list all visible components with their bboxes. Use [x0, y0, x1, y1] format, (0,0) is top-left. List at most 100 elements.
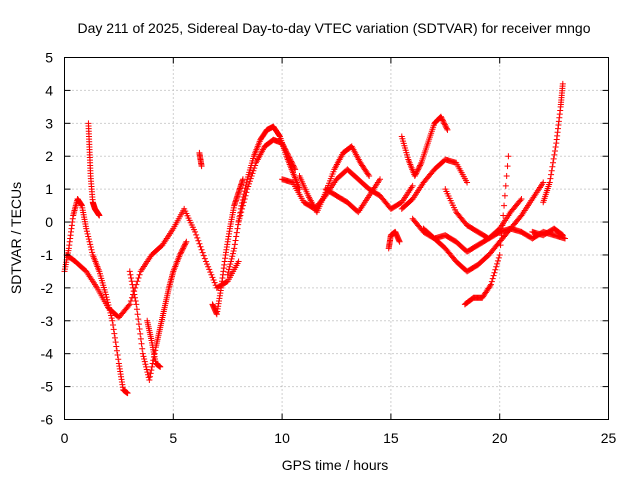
data-point [229, 250, 236, 257]
data-point [126, 301, 133, 308]
data-point [499, 222, 506, 229]
data-point [286, 155, 293, 162]
series-group [144, 317, 164, 370]
data-point [125, 302, 132, 309]
data-point [518, 196, 525, 203]
data-point [200, 252, 207, 259]
data-point [559, 80, 566, 87]
data-point [239, 205, 246, 212]
data-point [561, 235, 568, 242]
data-point [500, 212, 507, 219]
data-point [437, 113, 444, 120]
data-point [439, 117, 446, 124]
data-point [292, 166, 299, 173]
data-point [196, 240, 203, 247]
data-point [180, 245, 187, 252]
data-point [281, 145, 288, 152]
data-point [87, 241, 94, 248]
x-axis-label: GPS time / hours [282, 457, 389, 473]
data-point [252, 162, 259, 169]
data-point [235, 219, 242, 226]
plot-frame [64, 57, 609, 420]
data-point [124, 390, 131, 397]
data-point [559, 232, 566, 239]
series-group [409, 179, 547, 275]
data-point [130, 288, 137, 295]
data-point [132, 298, 139, 305]
data-point [496, 251, 503, 258]
data-marks [61, 80, 568, 397]
data-point [157, 363, 164, 370]
y-tick-label: -3 [41, 313, 54, 329]
series-group [540, 80, 566, 206]
data-point [84, 230, 91, 237]
data-point [493, 263, 500, 270]
y-tick-label: 3 [45, 115, 53, 131]
data-point [243, 189, 250, 196]
series-group [385, 228, 403, 252]
data-point [225, 269, 232, 276]
data-point [279, 141, 286, 148]
data-point [232, 237, 239, 244]
x-tick-label: 5 [169, 430, 177, 446]
data-point [288, 159, 295, 166]
series-group [442, 186, 525, 242]
series-group [529, 225, 566, 239]
data-point [85, 236, 92, 243]
data-point [286, 154, 293, 161]
data-point [133, 306, 140, 313]
data-point [551, 151, 558, 158]
data-point [146, 377, 153, 384]
data-point [489, 275, 496, 282]
data-point [290, 162, 297, 169]
y-axis-label: SDTVAR / TECUs [8, 182, 24, 294]
data-point [438, 115, 445, 122]
data-point [113, 343, 120, 350]
data-point [226, 266, 233, 273]
series-group [398, 113, 451, 179]
series-group [398, 156, 471, 212]
data-point [412, 171, 419, 178]
data-point [96, 212, 103, 219]
data-point [228, 255, 235, 262]
data-point [88, 246, 95, 253]
data-point [288, 158, 295, 165]
data-point [442, 122, 449, 129]
data-point [494, 257, 501, 264]
data-point [444, 126, 451, 133]
x-axis-tick-labels: 0 5 10 15 20 25 [61, 430, 617, 446]
data-point [290, 163, 297, 170]
data-point [83, 225, 90, 232]
data-point [181, 242, 188, 249]
data-point [245, 183, 252, 190]
data-point [226, 263, 233, 270]
data-point [103, 294, 110, 301]
data-point [415, 166, 422, 173]
data-point [241, 196, 248, 203]
data-point [180, 244, 187, 251]
data-point [501, 192, 508, 199]
data-point [138, 340, 145, 347]
data-point [229, 253, 236, 260]
data-point [233, 233, 240, 240]
x-tick-label: 20 [492, 430, 508, 446]
data-point [136, 271, 143, 278]
data-point [194, 234, 201, 241]
y-tick-label: 0 [45, 214, 53, 230]
y-tick-label: -2 [41, 280, 54, 296]
data-point [413, 170, 420, 177]
data-point [147, 373, 154, 380]
data-point [285, 153, 292, 160]
data-point [206, 266, 213, 273]
data-point [139, 350, 146, 357]
data-point [284, 151, 291, 158]
data-point [197, 243, 204, 250]
data-point [111, 330, 118, 337]
data-point [227, 258, 234, 265]
data-point [201, 255, 208, 262]
series-group [85, 120, 103, 219]
data-point [177, 250, 184, 257]
data-point [135, 274, 142, 281]
data-point [552, 144, 559, 151]
data-point [224, 271, 231, 278]
